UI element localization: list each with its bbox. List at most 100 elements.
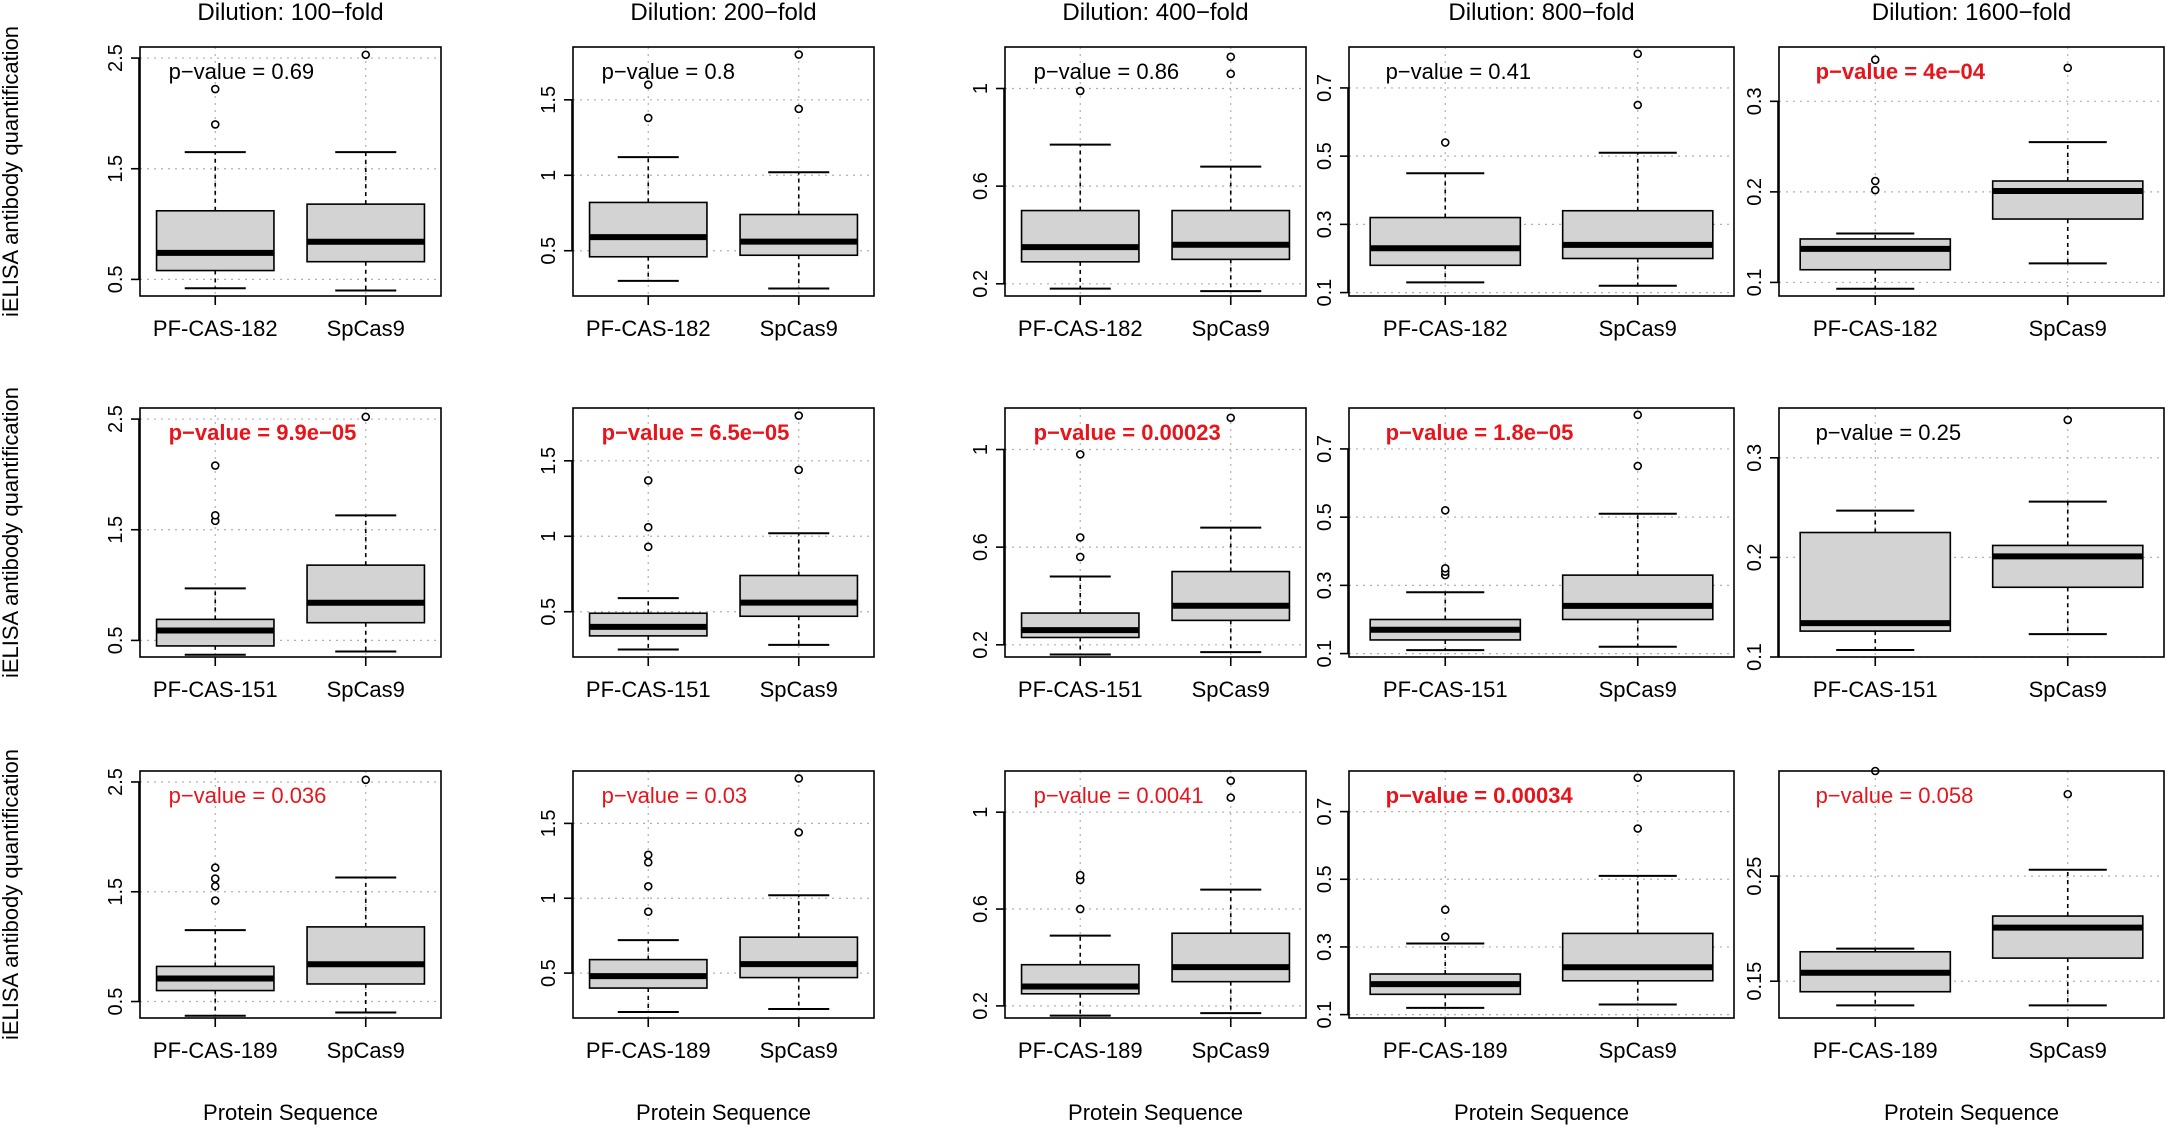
outlier-point — [1226, 413, 1236, 423]
x-tick-label: PF-CAS-151 — [1813, 677, 1938, 702]
y-tick-label: 0.3 — [1314, 210, 1336, 238]
outlier-point — [1226, 69, 1236, 79]
panel-1-3: 0.1 0.3 0.5 0.7 PF-CAS-151 SpCas9 p−value = 1.… — [1314, 407, 1735, 702]
plot-frame — [1348, 407, 1735, 658]
x-tick-label: PF-CAS-182 — [1813, 316, 1938, 341]
plot-frame — [1348, 770, 1735, 1019]
y-tick-label: 0.2 — [970, 270, 992, 298]
plot-frame — [1004, 770, 1307, 1019]
plot-frame — [1778, 770, 2165, 1019]
y-tick-label: 1.5 — [538, 809, 560, 837]
outlier-point — [1075, 870, 1085, 880]
box-0 — [1369, 506, 1522, 652]
box-1 — [306, 775, 426, 1014]
x-tick-label: SpCas9 — [1192, 677, 1270, 702]
x-tick-label: SpCas9 — [1599, 677, 1677, 702]
outlier-point — [210, 461, 220, 470]
box-1 — [1991, 415, 2144, 636]
y-axis-label: iELISA antibody quantification — [0, 26, 23, 317]
box-iqr — [1991, 544, 2144, 589]
y-tick-label: 0.2 — [970, 631, 992, 659]
box-1 — [306, 50, 426, 292]
plot-frame — [1778, 407, 2165, 658]
plot-frame — [572, 46, 875, 297]
panel-0-1: 0.5 1 1.5 PF-CAS-182 SpCas9 p−value = 0.8 — [538, 46, 875, 341]
y-tick-label: 1 — [970, 83, 992, 94]
panel-2-0: 0.5 1.5 2.5 PF-CAS-189 SpCas9 p−value = 0.036 — [105, 768, 442, 1063]
plot-frame — [1004, 407, 1307, 658]
box-iqr — [588, 201, 708, 258]
box-iqr — [1171, 932, 1291, 983]
box-iqr — [1171, 570, 1291, 622]
box-iqr — [1561, 574, 1714, 621]
outlier-point — [794, 411, 804, 420]
y-tick-label: 1 — [970, 444, 992, 455]
outlier-point — [643, 476, 653, 485]
outlier-point — [1075, 552, 1085, 562]
plot-frame — [139, 770, 442, 1019]
y-tick-label: 0.6 — [970, 895, 992, 923]
p-value-annotation: p−value = 0.00023 — [1034, 420, 1221, 445]
box-1 — [1561, 773, 1714, 1006]
y-tick-label: 1.5 — [105, 516, 127, 544]
outlier-point — [210, 863, 220, 872]
p-value-annotation: p−value = 0.69 — [169, 59, 315, 84]
box-0 — [1369, 138, 1522, 284]
outlier-point — [210, 84, 220, 94]
x-tick-label: SpCas9 — [760, 316, 838, 341]
outlier-point — [210, 511, 220, 520]
x-tick-label: PF-CAS-189 — [1018, 1038, 1143, 1063]
column-title: Dilution: 800−fold — [1448, 0, 1634, 26]
x-tick-label: SpCas9 — [327, 316, 405, 341]
y-tick-label: 0.5 — [538, 959, 560, 987]
outlier-point — [643, 907, 653, 917]
outlier-point — [1633, 824, 1643, 833]
column-title: Dilution: 1600−fold — [1872, 0, 2071, 26]
outlier-point — [643, 858, 653, 867]
outlier-point — [210, 874, 220, 883]
box-0 — [1020, 86, 1140, 290]
box-iqr — [306, 564, 426, 624]
box-1 — [306, 412, 426, 653]
y-tick-label: 0.3 — [1314, 571, 1336, 599]
y-tick-label: 0.5 — [105, 988, 127, 1016]
outlier-point — [1440, 905, 1450, 915]
box-1 — [739, 50, 859, 290]
outlier-point — [1870, 185, 1880, 195]
y-tick-label: 2.5 — [105, 44, 127, 72]
panel-2-1: 0.5 1 1.5 PF-CAS-189 SpCas9 p−value = 0.03 — [538, 770, 875, 1063]
box-0 — [155, 863, 275, 1017]
panel-2-4: 0.15 0.25 PF-CAS-189 SpCas9 p−value = 0.058 — [1744, 766, 2165, 1063]
y-tick-label: 2.5 — [105, 405, 127, 433]
outlier-point — [2063, 63, 2073, 73]
y-tick-label: 0.2 — [1744, 178, 1766, 206]
x-tick-label: PF-CAS-151 — [1018, 677, 1143, 702]
column-title: Dilution: 200−fold — [630, 0, 816, 26]
box-iqr — [739, 936, 859, 979]
x-tick-label: PF-CAS-189 — [586, 1038, 711, 1063]
p-value-annotation: p−value = 0.0041 — [1034, 783, 1204, 808]
x-tick-label: SpCas9 — [327, 677, 405, 702]
outlier-point — [361, 50, 371, 60]
x-tick-label: SpCas9 — [2029, 316, 2107, 341]
p-value-annotation: p−value = 0.25 — [1816, 420, 1962, 445]
outlier-point — [1633, 773, 1643, 783]
y-tick-label: 0.25 — [1744, 857, 1766, 896]
box-1 — [1171, 52, 1291, 293]
panel-0-3: 0.1 0.3 0.5 0.7 PF-CAS-182 SpCas9 p−value = 0.… — [1314, 46, 1735, 341]
box-iqr — [1561, 932, 1714, 982]
box-0 — [1799, 55, 1952, 290]
panel-1-4: 0.1 0.2 0.3 PF-CAS-151 SpCas9 p−value = 0.25 — [1744, 407, 2165, 702]
p-value-annotation: p−value = 0.03 — [602, 783, 748, 808]
box-1 — [739, 774, 859, 1011]
y-tick-label: 1 — [538, 531, 560, 542]
p-value-annotation: p−value = 0.8 — [602, 59, 735, 84]
p-value-annotation: p−value = 0.058 — [1816, 783, 1974, 808]
box-0 — [588, 476, 708, 651]
y-tick-label: 0.2 — [1744, 543, 1766, 571]
x-tick-label: SpCas9 — [1599, 316, 1677, 341]
outlier-point — [643, 80, 653, 90]
box-iqr — [1991, 180, 2144, 220]
box-1 — [739, 411, 859, 646]
y-tick-label: 0.1 — [1744, 643, 1766, 671]
